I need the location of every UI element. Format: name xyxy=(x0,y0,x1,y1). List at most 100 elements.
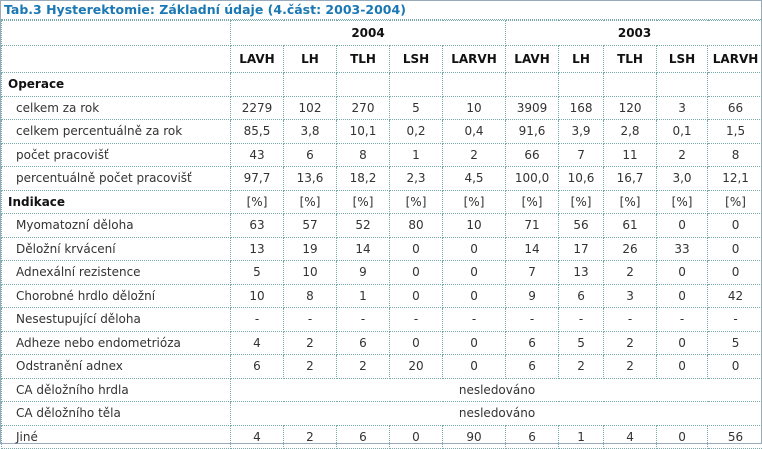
merged-cell: nesledováno xyxy=(231,402,762,426)
table-cell: 0 xyxy=(657,355,708,379)
row-label: CA děložního těla xyxy=(2,402,231,426)
table-cell: [%] xyxy=(337,190,390,214)
year-header-row: 2004 2003 xyxy=(2,21,762,46)
table-cell: - xyxy=(506,308,559,332)
table-cell: 52 xyxy=(337,214,390,238)
column-header: TLH xyxy=(337,46,390,73)
table-cell: 10 xyxy=(443,96,506,120)
table-cell: 10 xyxy=(284,261,337,285)
table-cell: 6 xyxy=(506,355,559,379)
column-header: LH xyxy=(559,46,604,73)
table-cell: 0 xyxy=(708,261,762,285)
table-cell: 0 xyxy=(657,425,708,449)
table-cell: - xyxy=(604,308,657,332)
section-label: Operace xyxy=(2,73,231,97)
table-cell: 10,6 xyxy=(559,167,604,191)
section-row: Indikace[%][%][%][%][%][%][%][%][%][%] xyxy=(2,190,762,214)
table-cell: 0 xyxy=(443,261,506,285)
table-cell: 0 xyxy=(443,331,506,355)
table-cell: [%] xyxy=(708,190,762,214)
table-cell: 42 xyxy=(708,284,762,308)
table-cell: 2 xyxy=(657,143,708,167)
table-cell: [%] xyxy=(604,190,657,214)
data-table: 2004 2003 LAVH LH TLH LSH LARVH LAVH LH … xyxy=(1,20,762,449)
table-cell xyxy=(231,73,284,97)
section-row: Operace xyxy=(2,73,762,97)
table-cell: 0 xyxy=(708,237,762,261)
row-label: Jiné xyxy=(2,425,231,449)
table-cell: 2 xyxy=(284,425,337,449)
table-cell: 90 xyxy=(443,425,506,449)
table-cell: 2 xyxy=(443,143,506,167)
table-cell: 91,6 xyxy=(506,120,559,144)
table-cell: [%] xyxy=(443,190,506,214)
row-label: percentuálně počet pracovišť xyxy=(2,167,231,191)
table-cell: 0 xyxy=(390,284,443,308)
table-cell: 7 xyxy=(506,261,559,285)
table-cell: 63 xyxy=(231,214,284,238)
table-cell: 12,1 xyxy=(708,167,762,191)
table-cell: 0 xyxy=(708,355,762,379)
table-cell: 3,8 xyxy=(284,120,337,144)
table-cell xyxy=(506,73,559,97)
table-cell: 71 xyxy=(506,214,559,238)
column-header: LAVH xyxy=(506,46,559,73)
column-header: LSH xyxy=(657,46,708,73)
row-label: Nesestupující děloha xyxy=(2,308,231,332)
table-row: Nesestupující děloha---------- xyxy=(2,308,762,332)
table-cell: 102 xyxy=(284,96,337,120)
table-cell: 26 xyxy=(604,237,657,261)
table-cell: [%] xyxy=(559,190,604,214)
column-header: LAVH xyxy=(231,46,284,73)
table-cell: 1 xyxy=(337,284,390,308)
year-header: 2003 xyxy=(506,21,762,46)
table-cell: [%] xyxy=(657,190,708,214)
table-cell: 10,1 xyxy=(337,120,390,144)
table-cell: 10 xyxy=(231,284,284,308)
table-cell: - xyxy=(657,308,708,332)
table-cell: 3 xyxy=(657,96,708,120)
table-cell: 5 xyxy=(390,96,443,120)
table-cell: 57 xyxy=(284,214,337,238)
table-cell: 16,7 xyxy=(604,167,657,191)
table-cell: 270 xyxy=(337,96,390,120)
table-cell: 85,5 xyxy=(231,120,284,144)
table-cell: 4 xyxy=(231,331,284,355)
table-cell: - xyxy=(559,308,604,332)
table-cell: 3 xyxy=(604,284,657,308)
column-header: LSH xyxy=(390,46,443,73)
table-cell: 2 xyxy=(337,355,390,379)
table-cell: 0 xyxy=(390,237,443,261)
table-cell: 9 xyxy=(506,284,559,308)
table-cell: 0 xyxy=(657,261,708,285)
table-cell: - xyxy=(231,308,284,332)
table-cell: 97,7 xyxy=(231,167,284,191)
table-cell: 18,2 xyxy=(337,167,390,191)
table-cell: 0 xyxy=(390,425,443,449)
table-cell: 56 xyxy=(559,214,604,238)
table-cell: 14 xyxy=(337,237,390,261)
table-cell: 2279 xyxy=(231,96,284,120)
table-cell: 2 xyxy=(604,261,657,285)
table-cell: - xyxy=(284,308,337,332)
row-label: Adheze nebo endometrióza xyxy=(2,331,231,355)
table-cell: 168 xyxy=(559,96,604,120)
table-cell: 66 xyxy=(506,143,559,167)
corner-cell xyxy=(2,46,231,73)
table-cell: 80 xyxy=(390,214,443,238)
table-cell: 6 xyxy=(506,331,559,355)
table-cell: 19 xyxy=(284,237,337,261)
year-header: 2004 xyxy=(231,21,506,46)
table-cell: 0,1 xyxy=(657,120,708,144)
table-cell: 2,3 xyxy=(390,167,443,191)
table-cell: 17 xyxy=(559,237,604,261)
table-cell: 11 xyxy=(604,143,657,167)
table-cell: 8 xyxy=(708,143,762,167)
table-cell: 20 xyxy=(390,355,443,379)
column-header-row: LAVH LH TLH LSH LARVH LAVH LH TLH LSH LA… xyxy=(2,46,762,73)
table-cell: 13 xyxy=(559,261,604,285)
